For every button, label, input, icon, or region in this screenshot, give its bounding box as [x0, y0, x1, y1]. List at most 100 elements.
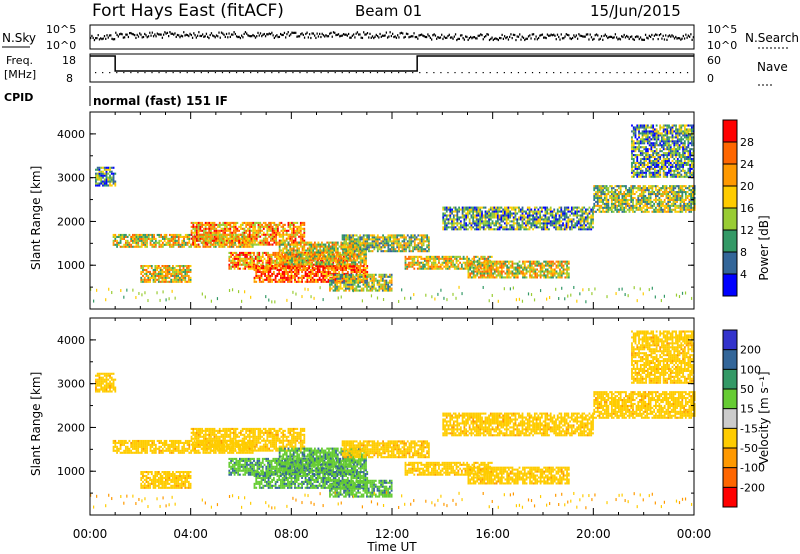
power-cell [479, 226, 482, 229]
power-cell [518, 264, 521, 267]
power-cell [350, 251, 353, 254]
power-cell [353, 275, 356, 278]
power-cell [239, 223, 242, 226]
power-cell [257, 233, 260, 236]
noise-point [254, 36, 257, 39]
power-cell [292, 239, 295, 242]
power-cell [273, 239, 276, 242]
power-cell [228, 263, 231, 266]
nave-point [665, 72, 668, 74]
power-cell [396, 238, 399, 241]
power-cell [378, 283, 381, 286]
power-cell [264, 274, 266, 277]
power-cell [287, 241, 290, 244]
noise-point [502, 37, 505, 40]
power-cell [168, 268, 171, 272]
power-cell [493, 206, 496, 209]
power-cell [488, 268, 491, 271]
power-cell [446, 263, 449, 266]
power-cell [490, 276, 493, 279]
power-cell [484, 212, 487, 215]
power-cell [105, 168, 108, 171]
power-cell [368, 250, 370, 253]
power-cell [180, 265, 183, 268]
power-cell [336, 251, 339, 254]
power-cell [371, 283, 374, 286]
power-cell [461, 214, 464, 217]
power-cell [248, 241, 251, 244]
power-cell [249, 257, 252, 260]
power-cell [495, 208, 497, 211]
power-cell [350, 275, 353, 278]
power-cell [358, 241, 360, 244]
power-cell [408, 263, 410, 266]
power-cell [560, 262, 563, 265]
power-cell [398, 244, 400, 247]
power-cell [463, 226, 466, 229]
power-cell [334, 270, 337, 274]
power-cell [405, 244, 407, 247]
power-cell [228, 265, 231, 268]
nave-point [257, 72, 259, 74]
noise-point [157, 33, 160, 36]
power-cell [492, 276, 494, 279]
power-cell [330, 287, 333, 290]
power-cell [194, 235, 196, 238]
power-cell [292, 263, 295, 266]
power-cell [364, 244, 367, 247]
noise-point [251, 35, 253, 38]
power-cell [206, 227, 209, 230]
power-cell [466, 228, 469, 231]
power-cell [299, 221, 302, 224]
power-cell [399, 250, 402, 253]
noise-point [118, 33, 121, 36]
power-cell [241, 245, 244, 248]
power-cell [458, 222, 460, 225]
power-cell [269, 274, 272, 277]
power-cell [485, 272, 487, 275]
power-cell [261, 243, 263, 246]
power-cell [503, 212, 506, 215]
power-cell [107, 172, 110, 175]
freq-left-tick-top: 18 [62, 54, 76, 67]
power-cell [420, 240, 423, 243]
power-cell [449, 222, 452, 225]
power-cell [202, 233, 205, 236]
power-cell [347, 259, 350, 262]
power-cell [184, 233, 187, 237]
power-cell [154, 241, 157, 244]
power-cell [324, 266, 326, 270]
power-cell [167, 243, 170, 246]
power-cell [555, 260, 558, 263]
power-cell [246, 253, 248, 256]
power-cell [448, 267, 451, 270]
power-cell [251, 245, 254, 248]
power-cell [238, 261, 241, 264]
power-cell [119, 235, 122, 238]
power-cell [257, 241, 260, 244]
power-cell [241, 221, 244, 224]
noise-point [271, 31, 273, 34]
power-cell [454, 218, 457, 221]
power-cell [201, 233, 204, 236]
power-cell [260, 257, 262, 260]
power-cell [137, 241, 140, 244]
power-cell [425, 261, 428, 264]
power-cell [341, 265, 344, 268]
power-cell [364, 250, 367, 253]
power-cell [224, 223, 226, 226]
power-cell [227, 245, 229, 248]
power-cell [490, 255, 493, 258]
power-cell [442, 220, 445, 223]
nave-point [376, 72, 379, 74]
power-cell [381, 275, 384, 278]
noise-point [559, 38, 561, 41]
power-cell [224, 243, 226, 246]
power-cell [383, 285, 386, 288]
power-cell [527, 260, 530, 263]
power-cell [503, 228, 506, 231]
noise-point [429, 36, 432, 39]
power-cell [306, 257, 309, 260]
power-cell [172, 280, 174, 283]
power-cell [333, 243, 336, 246]
